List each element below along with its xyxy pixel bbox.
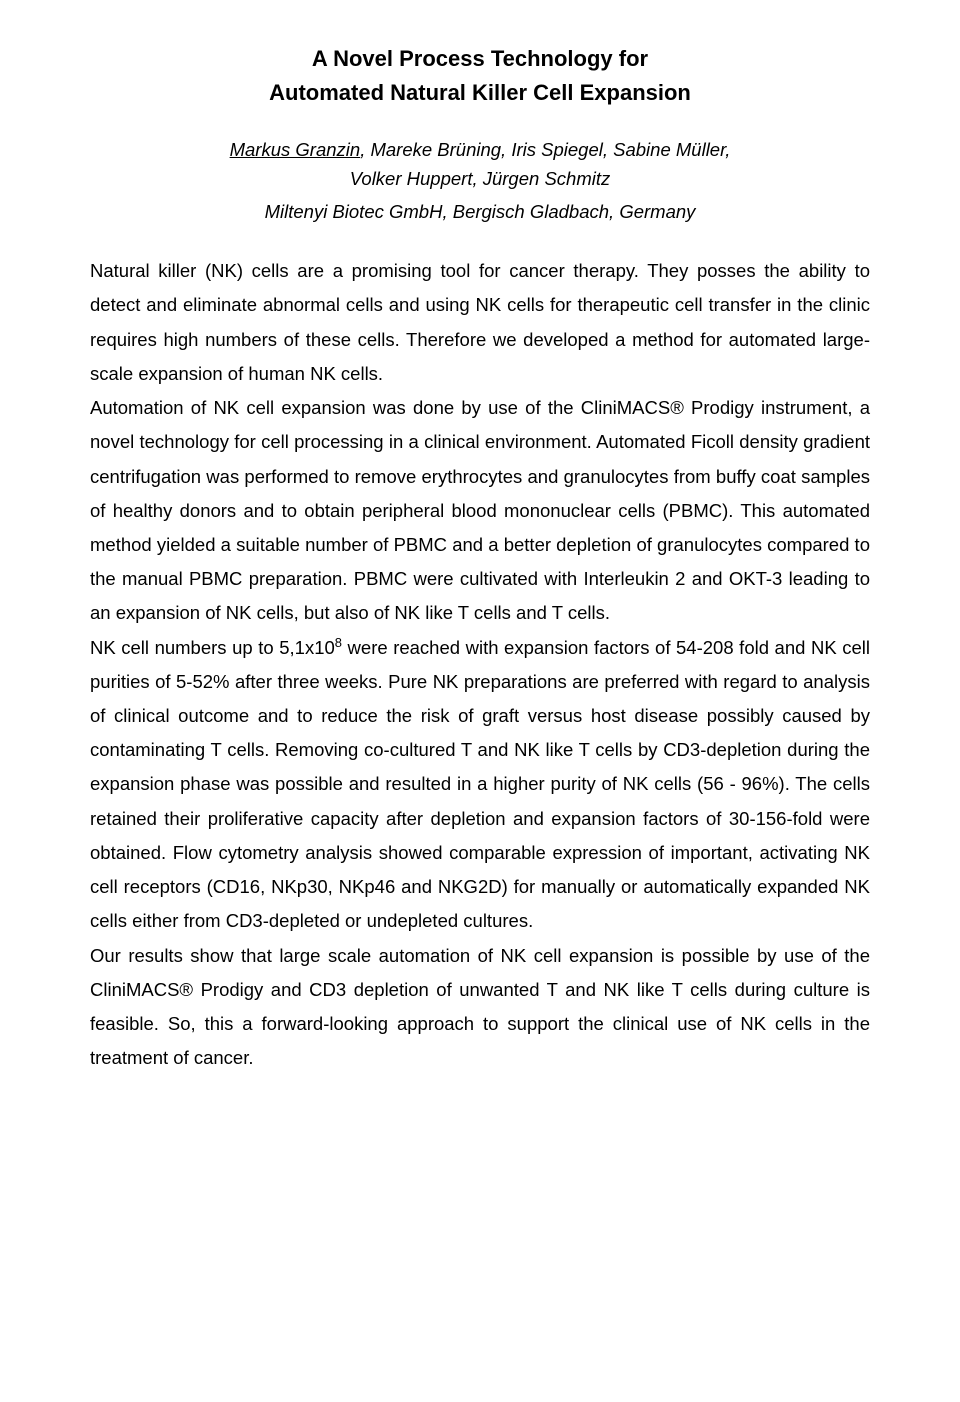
document-title: A Novel Process Technology for Automated… (90, 42, 870, 110)
abstract-body: Natural killer (NK) cells are a promisin… (90, 254, 870, 1075)
superscript-exponent: 8 (335, 634, 342, 649)
paragraph-2: Automation of NK cell expansion was done… (90, 391, 870, 631)
document-page: A Novel Process Technology for Automated… (0, 0, 960, 1402)
lead-author: Markus Granzin (230, 139, 361, 160)
paragraph-4: Our results show that large scale automa… (90, 939, 870, 1076)
authors-block: Markus Granzin, Mareke Brüning, Iris Spi… (90, 136, 870, 193)
title-line-2: Automated Natural Killer Cell Expansion (269, 80, 691, 105)
authors-rest: , Mareke Brüning, Iris Spiegel, Sabine M… (360, 139, 730, 160)
paragraph-1: Natural killer (NK) cells are a promisin… (90, 254, 870, 391)
para3-part-a: NK cell numbers up to 5,1x10 (90, 637, 335, 658)
affiliation: Miltenyi Biotec GmbH, Bergisch Gladbach,… (90, 198, 870, 227)
paragraph-3: NK cell numbers up to 5,1x108 were reach… (90, 631, 870, 939)
para3-part-b: were reached with expansion factors of 5… (90, 637, 870, 932)
title-line-1: A Novel Process Technology for (312, 46, 648, 71)
authors-line-2: Volker Huppert, Jürgen Schmitz (350, 168, 610, 189)
